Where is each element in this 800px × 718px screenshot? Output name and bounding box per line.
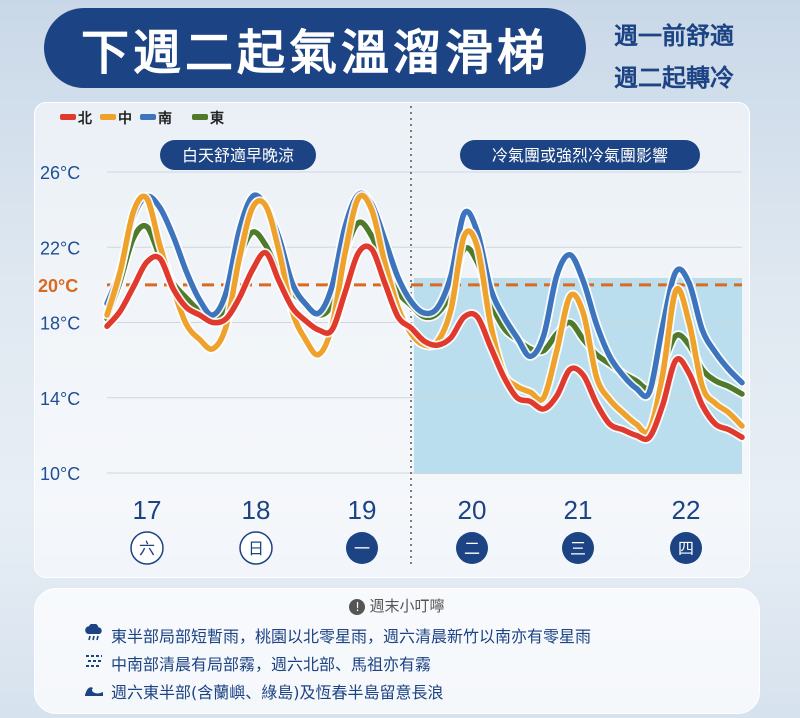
tip-text-fog: 中南部清晨有局部霧，週六北部、馬祖亦有霧	[111, 655, 432, 674]
exclamation-icon: !	[349, 599, 366, 615]
y-tick-label: 18°C	[40, 314, 80, 334]
subtitle-line-1: 週一前舒適	[614, 22, 734, 50]
weekday-circle	[562, 532, 594, 564]
period-label-cold-bg	[460, 140, 700, 170]
tips-title: ! 週末小叮嚀	[35, 595, 759, 616]
weekend-tips-panel: ! 週末小叮嚀 東半部局部短暫雨，桃園以北零星雨，週六清晨新竹以南亦有零星雨 中南…	[34, 588, 760, 714]
tip-text-wave: 週六東半部(含蘭嶼、綠島)及恆春半島留意長浪	[111, 683, 444, 702]
y-tick-label: 22°C	[40, 238, 80, 258]
day-label: 19	[348, 495, 377, 525]
period-label-cold: 冷氣團或強烈冷氣團影響	[492, 146, 668, 165]
y-tick-label: 14°C	[40, 389, 80, 409]
legend-east-label: 東	[210, 110, 224, 127]
weekday-circle	[346, 532, 378, 564]
weekday-circle	[670, 532, 702, 564]
day-label: 18	[242, 495, 271, 525]
y-tick-label: 10°C	[40, 464, 80, 484]
page-title: 下週二起氣溫溜滑梯	[44, 8, 586, 88]
tip-text-rain: 東半部局部短暫雨，桃園以北零星雨，週六清晨新竹以南亦有零星雨	[111, 627, 592, 646]
day-label: 21	[564, 495, 593, 525]
wave-icon	[83, 681, 105, 701]
weekday-label: 三	[570, 539, 586, 558]
legend-south-label: 南	[158, 110, 172, 127]
weekday-label: 二	[464, 539, 480, 558]
series-line-north	[104, 243, 745, 443]
day-label: 22	[672, 495, 701, 525]
legend-central-label: 中	[118, 110, 132, 127]
reference-line-label: 20°C	[38, 276, 78, 296]
tip-item-wave: 週六東半部(含蘭嶼、綠島)及恆春半島留意長浪	[83, 679, 444, 703]
weekday-circle	[456, 532, 488, 564]
legend-north-swatch	[60, 114, 76, 120]
weekday-circle	[239, 531, 273, 565]
weekday-label: 日	[248, 539, 264, 558]
tips-title-text: 週末小叮嚀	[369, 597, 445, 615]
legend-east-swatch	[192, 114, 208, 120]
tip-item-rain: 東半部局部短暫雨，桃園以北零星雨，週六清晨新竹以南亦有零星雨	[83, 623, 591, 647]
day-label: 20	[458, 495, 487, 525]
tip-item-fog: 中南部清晨有局部霧，週六北部、馬祖亦有霧	[83, 651, 431, 675]
day-label: 17	[133, 495, 162, 525]
fog-icon	[83, 653, 105, 673]
rain-cloud-icon	[83, 623, 105, 646]
subtitle-line-2: 週二起轉冷	[614, 64, 734, 92]
y-tick-label: 26°C	[40, 163, 80, 183]
weekday-label: 四	[678, 539, 694, 558]
legend-central-swatch	[100, 114, 116, 120]
weekday-label: 六	[139, 539, 155, 558]
legend-north-label: 北	[78, 111, 92, 127]
period-label-comfortable-bg	[160, 140, 316, 170]
weekday-circle	[130, 531, 164, 565]
period-label-comfortable: 白天舒適早晚涼	[182, 146, 294, 165]
weekday-label: 一	[354, 539, 370, 558]
series-line-south	[104, 190, 745, 400]
legend-south-swatch	[140, 114, 156, 120]
